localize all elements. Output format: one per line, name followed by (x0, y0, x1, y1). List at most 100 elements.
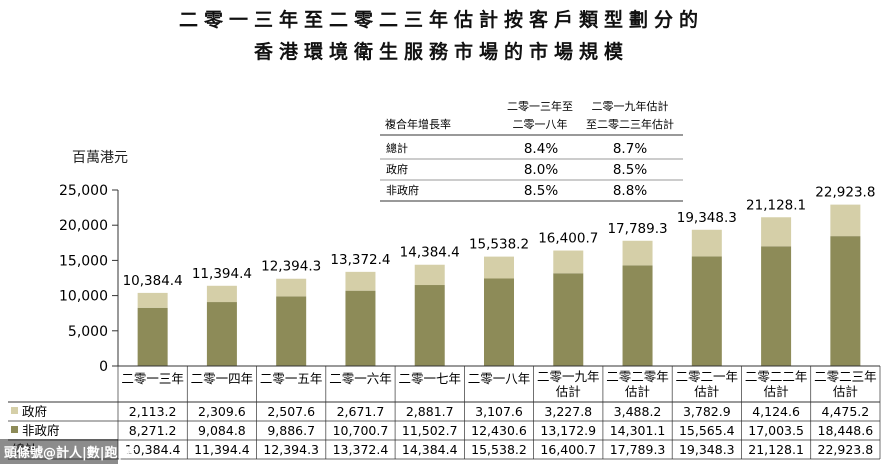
cagr-col2-header: 至二零二三年估計 (586, 117, 674, 131)
table-cell: 19,348.3 (679, 442, 735, 457)
bar-total-label: 15,538.2 (469, 237, 529, 253)
bar-nongov (276, 296, 307, 366)
bar-nongov (137, 307, 168, 366)
bar-nongov (761, 246, 792, 366)
bar-total-label: 12,394.3 (261, 259, 321, 275)
x-tick-label: 估計 (556, 384, 581, 399)
table-cell: 16,400.7 (540, 442, 596, 457)
table-cell: 2,881.7 (406, 404, 454, 419)
cagr-col1-header: 二零一三年至 (507, 99, 573, 113)
table-cell: 11,502.7 (402, 423, 458, 438)
cagr-value: 8.7% (613, 141, 647, 157)
bar-nongov (622, 265, 653, 366)
x-tick-label: 二零二二年 (745, 369, 808, 384)
x-tick-label: 二零一三年 (121, 371, 184, 386)
table-cell: 2,113.2 (129, 404, 177, 419)
watermark-text: 頭條號@計人|數|跑|墳 (4, 445, 135, 461)
bar-total-label: 21,128.1 (746, 197, 806, 213)
x-tick-label: 估計 (694, 384, 719, 399)
bar-gov (761, 217, 792, 247)
bar-nongov (414, 285, 445, 366)
table-cell: 18,448.6 (818, 423, 874, 438)
bar-total-label: 22,923.8 (815, 185, 875, 201)
bar-gov (345, 271, 376, 291)
legend-swatch (11, 407, 18, 414)
bar-nongov (484, 278, 514, 366)
table-cell: 2,507.6 (267, 404, 315, 419)
bar-total-label: 17,789.3 (607, 221, 667, 237)
x-tick-label: 二零二三年 (814, 369, 877, 384)
table-cell: 12,394.3 (263, 442, 319, 457)
bar-gov (622, 240, 653, 266)
table-cell: 4,475.2 (822, 404, 870, 419)
table-cell: 3,488.2 (614, 404, 662, 419)
x-tick-label: 二零一七年 (398, 371, 461, 386)
table-row-label: 非政府 (22, 423, 60, 438)
x-tick-label: 估計 (764, 384, 789, 399)
chart-title-line2: 香港環境衛生服務市場的市場規模 (253, 41, 629, 63)
x-tick-label: 估計 (833, 384, 858, 399)
table-cell: 9,084.8 (198, 423, 246, 438)
table-cell: 21,128.1 (748, 442, 804, 457)
cagr-header-label: 複合年增長率 (385, 117, 451, 131)
cagr-value: 8.4% (524, 141, 558, 157)
y-axis-unit-label: 百萬港元 (72, 150, 128, 166)
table-cell: 15,565.4 (679, 423, 735, 438)
table-cell: 12,430.6 (471, 423, 527, 438)
table-cell: 11,394.4 (194, 442, 250, 457)
cagr-col1-header: 二零一八年 (513, 117, 568, 131)
table-cell: 17,789.3 (610, 442, 666, 457)
table-cell: 14,384.4 (402, 442, 458, 457)
bar-gov (691, 229, 722, 257)
y-tick-label: 25,000 (59, 183, 108, 199)
bar-nongov (553, 273, 584, 366)
bar-total-label: 16,400.7 (538, 231, 598, 247)
table-cell: 22,923.8 (818, 442, 874, 457)
x-tick-label: 估計 (625, 384, 650, 399)
bar-gov (830, 204, 861, 237)
table-cell: 8,271.2 (129, 423, 177, 438)
x-tick-label: 二零一四年 (191, 371, 254, 386)
bar-gov (206, 285, 237, 303)
bar-gov (137, 292, 168, 308)
x-tick-label: 二零一六年 (329, 371, 392, 386)
cagr-value: 8.0% (524, 162, 558, 178)
bar-gov (276, 278, 307, 297)
bar-total-label: 11,394.4 (192, 266, 252, 282)
table-cell: 13,172.9 (540, 423, 596, 438)
table-cell: 14,301.1 (610, 423, 666, 438)
table-cell: 17,003.5 (748, 423, 804, 438)
bar-total-label: 19,348.3 (677, 210, 737, 226)
cagr-row-label: 總計 (386, 141, 408, 155)
cagr-value: 8.8% (613, 183, 647, 199)
y-tick-label: 0 (99, 359, 108, 375)
bar-nongov (345, 290, 376, 366)
table-cell: 2,309.6 (198, 404, 246, 419)
x-tick-label: 二零二零年 (606, 369, 669, 384)
bar-nongov (206, 302, 237, 366)
bar-gov (414, 264, 445, 286)
table-cell: 4,124.6 (752, 404, 800, 419)
table-cell: 10,700.7 (333, 423, 389, 438)
y-tick-label: 20,000 (59, 218, 108, 234)
legend-swatch (11, 426, 18, 433)
bar-nongov (691, 256, 722, 366)
cagr-value: 8.5% (613, 162, 647, 178)
chart-title-line1: 二零一三年至二零二三年估計按客戶類型劃分的 (178, 9, 704, 31)
bar-nongov (830, 236, 861, 366)
y-tick-label: 10,000 (59, 289, 108, 305)
x-tick-label: 二零一五年 (260, 371, 323, 386)
x-tick-label: 二零二一年 (676, 369, 739, 384)
bar-gov (553, 250, 584, 274)
table-cell: 13,372.4 (333, 442, 389, 457)
y-tick-label: 5,000 (68, 324, 108, 340)
table-row-label: 政府 (22, 404, 47, 419)
bar-gov (484, 256, 514, 279)
x-tick-label: 二零一九年 (537, 369, 600, 384)
table-cell: 2,671.7 (337, 404, 385, 419)
watermark-background (0, 439, 118, 464)
table-cell: 15,538.2 (471, 442, 527, 457)
table-row-label: 總計 (12, 442, 37, 457)
table-cell: 3,227.8 (544, 404, 592, 419)
